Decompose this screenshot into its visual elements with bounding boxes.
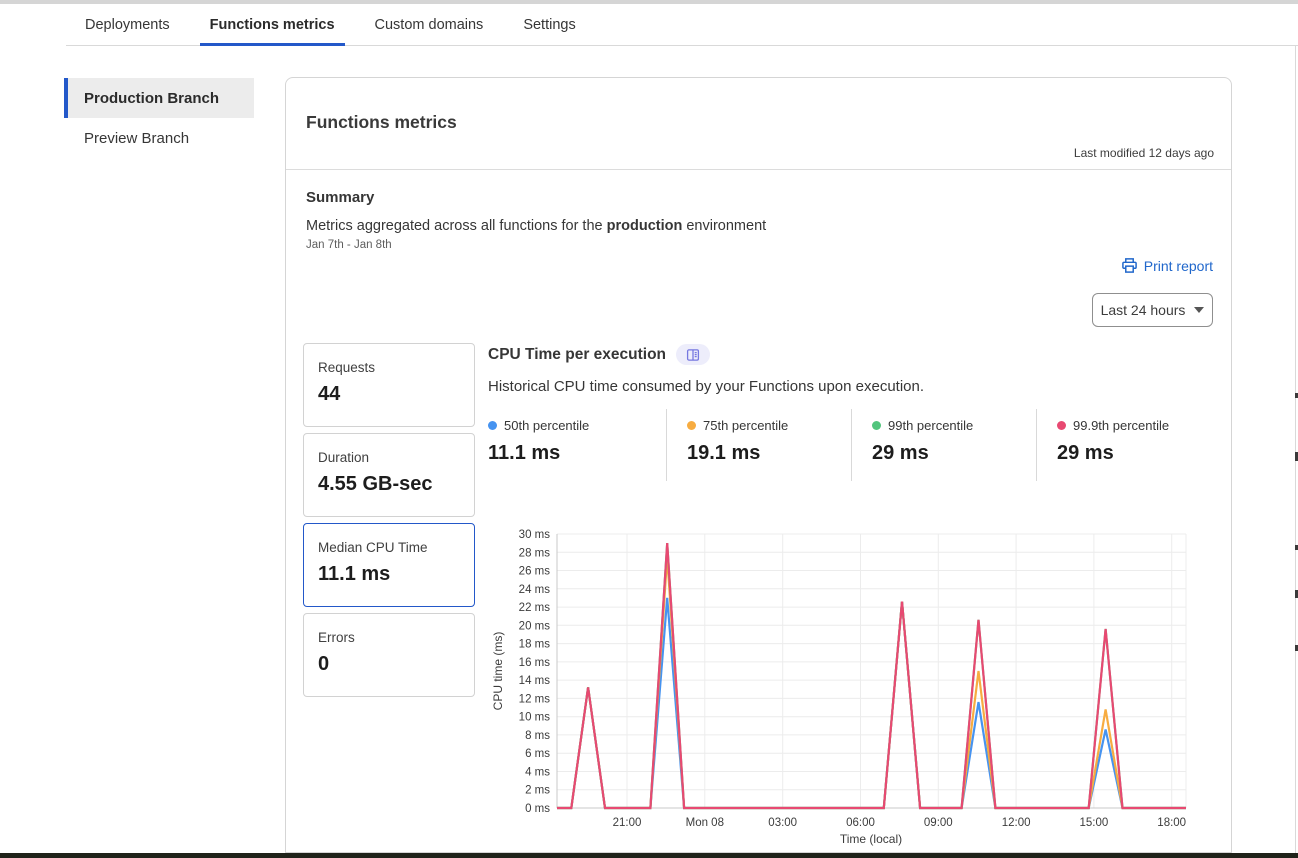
environment-name: production [606, 218, 683, 234]
metric-card-median-cpu-time[interactable]: Median CPU Time 11.1 ms [303, 523, 475, 607]
metric-value: 11.1 ms [318, 563, 391, 585]
sidebar-item-production-branch[interactable]: Production Branch [64, 78, 254, 118]
y-tick-label: 8 ms [525, 730, 550, 742]
metric-label: Requests [318, 360, 376, 375]
functions-metrics-panel: Functions metrics Last modified 12 days … [285, 77, 1232, 853]
metric-card-errors[interactable]: Errors 0 [303, 613, 475, 697]
legend-item-99-9th-percentile: 99.9th percentile 29 ms [1036, 409, 1221, 481]
x-axis-title: Time (local) [840, 832, 902, 846]
x-tick-label: 06:00 [846, 817, 875, 829]
y-tick-label: 2 ms [525, 785, 550, 797]
chevron-down-icon [1194, 307, 1205, 313]
tab-deployments[interactable]: Deployments [85, 16, 170, 33]
x-tick-label: 18:00 [1157, 817, 1186, 829]
legend-item-50th-percentile: 50th percentile 11.1 ms [481, 409, 666, 481]
panel-header: Functions metrics Last modified 12 days … [286, 78, 1231, 170]
printer-icon [1121, 257, 1138, 274]
window-right-edge [1295, 46, 1296, 853]
legend-dot-blue [488, 421, 497, 430]
x-tick-label: 15:00 [1080, 817, 1109, 829]
tab-functions-metrics[interactable]: Functions metrics [199, 4, 345, 46]
metric-cards: Requests 44 Duration 4.55 GB-sec Median … [303, 343, 475, 703]
legend-dot-orange [687, 421, 696, 430]
cpu-time-chart-svg: CPU time (ms) Time (local) 21:00 Mon 08 03… [491, 529, 1187, 846]
time-range-dropdown[interactable]: Last 24 hours [1092, 293, 1213, 327]
edge-mark [1295, 590, 1298, 598]
legend-item-75th-percentile: 75th percentile 19.1 ms [666, 409, 851, 481]
y-tick-label: 6 ms [525, 748, 550, 760]
documentation-link[interactable] [676, 344, 711, 365]
tab-settings[interactable]: Settings [523, 16, 576, 33]
legend-label: 75th percentile [703, 418, 789, 433]
chart-title: CPU Time per execution [488, 345, 667, 363]
chart-subtitle: Historical CPU time consumed by your Fun… [488, 378, 925, 395]
x-tick-label: 21:00 [613, 817, 642, 829]
x-tick-label: 12:00 [1002, 817, 1031, 829]
y-axis-title: CPU time (ms) [491, 632, 505, 711]
y-tick-label: 4 ms [525, 767, 550, 779]
sidebar-item-preview-branch[interactable]: Preview Branch [84, 129, 190, 147]
y-tick-label: 20 ms [519, 620, 551, 632]
last-modified-text: Last modified 12 days ago [1073, 146, 1214, 160]
summary-heading: Summary [306, 189, 375, 206]
legend-item-99th-percentile: 99th percentile 29 ms [851, 409, 1036, 481]
y-tick-label: 30 ms [519, 529, 551, 541]
metric-value: 44 [318, 383, 341, 405]
y-tick-label: 10 ms [519, 712, 551, 724]
chart-line-99-9th-percentile [557, 543, 1186, 810]
print-report-label: Print report [1143, 257, 1213, 274]
legend-label: 99th percentile [888, 418, 974, 433]
legend-value: 11.1 ms [488, 442, 561, 464]
date-range: Jan 7th - Jan 8th [306, 239, 392, 251]
edge-mark [1295, 393, 1298, 398]
cpu-time-chart: CPU time (ms) Time (local) 21:00 Mon 08 03… [488, 521, 1216, 858]
y-tick-label: 0 ms [525, 803, 550, 815]
legend-dot-green [872, 421, 881, 430]
legend-dot-pink [1057, 421, 1066, 430]
legend-label: 99.9th percentile [1073, 418, 1170, 433]
page-title: Functions metrics [306, 112, 457, 132]
legend-value: 29 ms [1057, 442, 1114, 464]
y-tick-label: 24 ms [519, 584, 551, 596]
summary-description: Metrics aggregated across all functions … [306, 218, 767, 234]
legend-value: 29 ms [872, 442, 929, 464]
x-tick-label: 09:00 [924, 817, 953, 829]
edge-mark [1295, 645, 1298, 651]
chart-legend: 50th percentile 11.1 ms 75th percentile … [481, 409, 1221, 481]
chart-heading: CPU Time per execution Historical CPU ti… [488, 344, 924, 395]
metric-label: Errors [318, 630, 355, 645]
page-tabs: Deployments Functions metrics Custom dom… [66, 4, 1298, 46]
x-tick-label: Mon 08 [686, 817, 724, 829]
x-tick-label: 03:00 [768, 817, 797, 829]
legend-value: 19.1 ms [687, 442, 761, 464]
tab-custom-domains[interactable]: Custom domains [374, 16, 484, 33]
metric-value: 0 [318, 653, 330, 675]
time-range-value: Last 24 hours [1100, 302, 1186, 318]
print-report-link[interactable]: Print report [1121, 257, 1213, 274]
legend-label: 50th percentile [504, 418, 590, 433]
window-top-strip [0, 0, 1298, 4]
desktop-bottom-strip [0, 853, 1298, 858]
y-tick-label: 22 ms [519, 602, 551, 614]
metric-card-requests[interactable]: Requests 44 [303, 343, 475, 427]
open-book-icon [686, 348, 700, 362]
branch-sidebar: Production Branch Preview Branch [64, 78, 254, 158]
summary-section: Summary Metrics aggregated across all fu… [286, 170, 1231, 251]
metric-label: Duration [318, 450, 370, 465]
y-tick-label: 18 ms [519, 639, 551, 651]
metric-value: 4.55 GB-sec [318, 473, 433, 495]
metric-card-duration[interactable]: Duration 4.55 GB-sec [303, 433, 475, 517]
y-tick-label: 28 ms [519, 547, 551, 559]
y-tick-label: 12 ms [519, 693, 551, 705]
y-tick-label: 14 ms [519, 675, 551, 687]
metric-label: Median CPU Time [318, 540, 428, 555]
edge-mark [1295, 452, 1298, 461]
y-tick-label: 16 ms [519, 657, 551, 669]
edge-mark [1295, 545, 1298, 550]
y-tick-label: 26 ms [519, 566, 551, 578]
